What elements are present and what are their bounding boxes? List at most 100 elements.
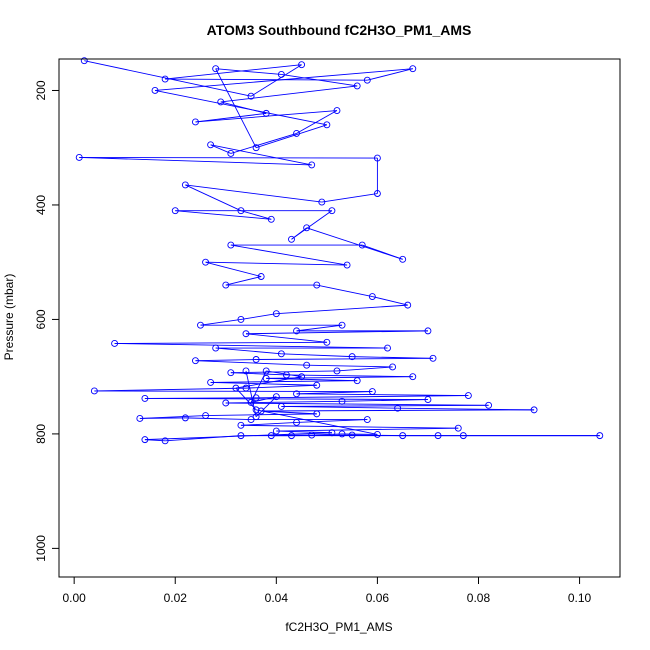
series-segment (250, 396, 277, 403)
data-point (272, 427, 280, 435)
data-point (141, 394, 149, 402)
series-segment (235, 376, 302, 389)
data-point (212, 65, 220, 73)
series-segment (296, 391, 373, 395)
series-segment (336, 366, 393, 372)
x-tick-label: 0.08 (467, 591, 491, 605)
series-segment (210, 144, 312, 166)
series-segment (321, 193, 378, 203)
data-point (303, 224, 311, 232)
series-segment (235, 387, 257, 411)
series-segment (256, 395, 469, 399)
data-point (252, 144, 260, 152)
data-point (363, 76, 371, 84)
data-point (227, 369, 235, 377)
series-segment (261, 410, 317, 415)
series-segment (240, 313, 277, 320)
data-point (192, 357, 199, 365)
series-segment (296, 419, 368, 423)
series-segment (276, 304, 408, 315)
x-tick-label: 0.04 (265, 591, 289, 605)
data-point (262, 367, 270, 375)
x-tick-label: 0.02 (164, 591, 188, 605)
series-segment (165, 78, 368, 81)
series-segment (230, 372, 287, 376)
series-segment (195, 112, 267, 123)
series-segment (175, 210, 272, 220)
series-segment (200, 318, 242, 326)
series-segment (185, 184, 242, 212)
series-segment (240, 424, 459, 429)
data-point (136, 415, 144, 422)
series-segment (255, 124, 328, 149)
data-point (323, 121, 331, 129)
data-point (141, 436, 149, 444)
data-point (308, 431, 316, 439)
series-segment (281, 404, 489, 407)
data-point (409, 373, 417, 381)
data-point (111, 340, 119, 347)
data-point (313, 281, 321, 289)
series-segment (311, 433, 343, 436)
data-point (288, 235, 295, 243)
data-point (323, 338, 331, 346)
series-segment (220, 85, 358, 103)
data-point (267, 432, 275, 440)
data-point (267, 215, 275, 223)
series-segment (154, 68, 413, 91)
data-point (237, 432, 245, 440)
y-tick-label: 200 (34, 80, 48, 100)
series-segment (276, 427, 459, 432)
series-segment (195, 360, 307, 366)
x-axis: 0.00 0.02 0.04 0.06 0.08 0.10 (62, 576, 592, 605)
data-point (207, 141, 215, 149)
data-point (353, 82, 361, 90)
series-segment (215, 68, 282, 75)
data-point (247, 92, 255, 100)
series-segment (372, 296, 408, 306)
y-axis-label: Pressure (mbar) (2, 274, 16, 361)
data-point (232, 384, 240, 392)
data-point (277, 350, 285, 358)
data-point (384, 344, 391, 352)
data-point (207, 378, 215, 386)
data-point (90, 387, 98, 395)
data-point (262, 109, 270, 117)
data-point (247, 416, 255, 424)
data-point (368, 293, 376, 300)
data-point (429, 354, 437, 362)
series-segment (367, 68, 413, 81)
data-point (252, 406, 260, 414)
series-segment (230, 132, 297, 154)
data-point (277, 402, 285, 410)
series-segment (225, 400, 343, 404)
data-point (328, 207, 336, 215)
data-point (181, 414, 189, 422)
data-point (237, 207, 245, 215)
data-point (293, 129, 300, 137)
data-point (252, 394, 260, 402)
series-segment (266, 376, 413, 379)
series-segment (144, 397, 428, 401)
series-segment (205, 261, 348, 266)
data-point (222, 281, 230, 289)
data-point (197, 321, 204, 329)
data-point (192, 118, 199, 126)
data-point (596, 432, 604, 440)
data-point (161, 75, 169, 83)
y-axis: 200 400 600 800 1000 (34, 80, 60, 562)
x-tick-label: 0.10 (568, 591, 592, 605)
data-point (373, 154, 381, 162)
series-segment (195, 359, 257, 362)
data-point (293, 390, 300, 398)
series-segment (220, 101, 267, 114)
series-segment (271, 434, 312, 437)
y-tick-label: 1000 (34, 535, 48, 562)
data-point (333, 107, 341, 114)
series-segment (256, 409, 378, 435)
data-point (227, 149, 235, 157)
series-segment (266, 377, 358, 382)
series-segment (296, 324, 343, 332)
data-point (530, 406, 538, 414)
